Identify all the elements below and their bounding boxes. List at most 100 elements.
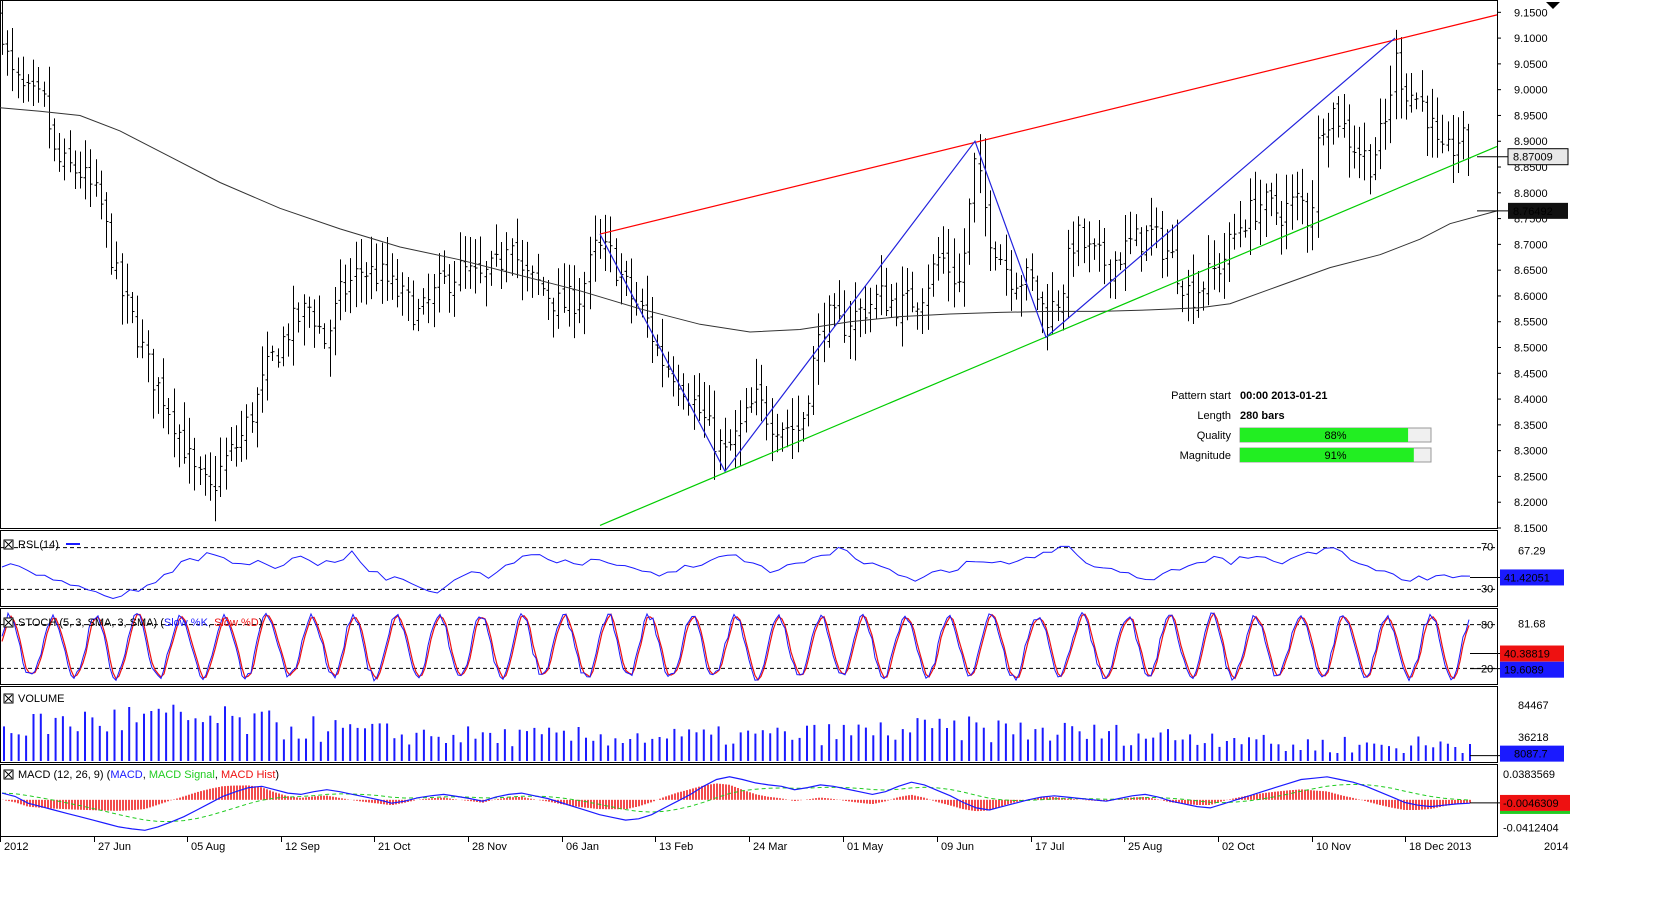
price-y-tick-label: 9.1500 [1514,7,1548,19]
price-label-text: 8.87009 [1513,152,1553,164]
price-y-tick-label: 8.6000 [1514,291,1548,303]
price-y-tick-label: 8.3000 [1514,446,1548,458]
collapse-triangle-icon[interactable] [1546,2,1560,9]
price-y-tick-label: 8.9000 [1514,136,1548,148]
x-tick-label: 27 Jun [98,841,131,853]
pattern-info-box: Pattern start Length Quality Magnitude 00:00… [1171,390,1432,463]
ma-label-text: 8.76492 [1513,206,1553,218]
volume-current-box [1500,745,1564,762]
price-y-tick-label: 9.1000 [1514,33,1548,45]
pattern-length-value: 280 bars [1240,410,1285,422]
macd-y-tick-label: 0.0383569 [1503,769,1555,781]
price-panel: 9.15009.10009.05009.00008.95008.90008.85… [0,0,1569,535]
pattern-info-label: Length [1197,410,1231,422]
rsi-plot-frame [0,530,1498,607]
x-tick-label: 17 Jul [1035,841,1064,853]
panel-title: MACD (12, 26, 9) (MACD, MACD Signal, MAC… [18,769,279,781]
support-trendline [599,145,1498,526]
panel-title-part: ) [275,769,279,781]
quality-bar-fill [1240,428,1409,442]
panel-close-icon-cross [4,540,13,549]
price-y-tick-label: 8.9500 [1514,110,1548,122]
rsi-content: 70 30 67.29 41.42051 RSI (14) [0,539,1564,600]
price-y-tick-label: 8.1500 [1514,523,1548,535]
volume-title: VOLUME [18,693,64,705]
stoch-level-label: 80 [1481,620,1493,632]
zigzag-pattern-line [599,37,1396,473]
macd-legend-signal: MACD Signal [149,769,215,781]
panel-title-part: ) [259,617,263,629]
stoch-title: STOCH (5, 3, SMA, 3, SMA) [18,617,157,629]
price-y-tick-label: 9.0500 [1514,59,1548,71]
pattern-start-value: 00:00 2013-01-21 [1240,390,1327,402]
macd-title: MACD (12, 26, 9) [18,769,104,781]
magnitude-bar-text: 91% [1324,450,1346,462]
stoch-axis-label: 81.68 [1518,618,1546,630]
panel-close-icon-cross [4,694,13,703]
x-tick-label: 2014 [1544,841,1568,853]
x-tick-label: 18 Dec 2013 [1409,841,1471,853]
pattern-info-label: Quality [1197,430,1232,442]
x-tick-label: 01 May [847,841,884,853]
rsi-panel: 70 30 67.29 41.42051 RSI (14) [0,530,1564,607]
magnitude-bar-fill [1240,448,1414,462]
price-y-tick-label: 9.0000 [1514,85,1548,97]
rsi-title: RSI (14) [18,539,59,551]
price-overlays [0,14,1498,526]
x-tick-label: 09 Jun [941,841,974,853]
volume-y-tick-label: 36218 [1518,732,1549,744]
panel-title: VOLUME [18,693,64,705]
panel-title-part: , [208,617,214,629]
stoch-level-label: 20 [1481,663,1493,675]
x-tick-label: 21 Oct [378,841,410,853]
x-tick-label: 2012 [4,841,28,853]
x-tick-label: 06 Jan [566,841,599,853]
price-label-box [1507,148,1569,166]
volume-y-tick-label: 84467 [1518,700,1549,712]
ma-label-box [1508,202,1568,219]
x-tick-label: 02 Oct [1222,841,1254,853]
stoch-k-current-box [1500,661,1564,678]
panel-close-icon-cross [4,770,13,779]
macd-legend-macd: MACD [110,769,142,781]
price-y-axis: 9.15009.10009.05009.00008.95008.90008.85… [1497,7,1548,535]
macd-legend-hist: MACD Hist [221,769,275,781]
pattern-info-label: Magnitude [1180,450,1231,462]
x-tick-label: 25 Aug [1128,841,1162,853]
macd-line [1,776,1471,831]
volume-current-text: 8087.7 [1514,749,1548,761]
price-bars [0,0,1471,522]
macd-current-text: -0.0046309 [1503,798,1559,810]
rsi-current-box [1500,569,1564,586]
macd-plot-frame [0,764,1498,837]
moving-average-line [0,107,1498,333]
stoch-plot-frame [0,608,1498,685]
stoch-legend-k: Slow %K [164,617,209,629]
macd-signal-line [1,783,1471,823]
macd-current-box [1500,794,1570,811]
panel-title-part: ( [157,617,164,629]
volume-panel: 84467 36218 8087.7 VOLUME [0,686,1564,763]
panel-title-part: , [215,769,221,781]
price-y-tick-label: 8.8000 [1514,188,1548,200]
price-y-tick-label: 8.4500 [1514,368,1548,380]
rsi-axis-label: 67.29 [1518,545,1546,557]
price-y-tick-label: 8.6500 [1514,265,1548,277]
volume-content: 84467 36218 8087.7 VOLUME [3,693,1564,762]
panel-close-icon-cross [4,618,13,627]
x-tick-label: 05 Aug [191,841,225,853]
macd-panel: 0.0383569 -0.0412404 -0.0046309 MACD (12, 2… [0,764,1570,837]
price-y-tick-label: 8.7000 [1514,239,1548,251]
x-tick-label: 12 Sep [285,841,320,853]
x-tick-label: 13 Feb [659,841,693,853]
x-tick-label: 10 Nov [1316,841,1351,853]
x-tick-label: 28 Nov [472,841,507,853]
panel-title-part: , [143,769,149,781]
rsi-level-label: 70 [1481,542,1493,554]
panel-title: RSI (14) [18,539,59,551]
quality-bar-text: 88% [1324,430,1346,442]
macd-signal-current-bar [1500,810,1570,814]
stoch-slow-k-line [1,611,1470,682]
rsi-line [1,545,1471,600]
